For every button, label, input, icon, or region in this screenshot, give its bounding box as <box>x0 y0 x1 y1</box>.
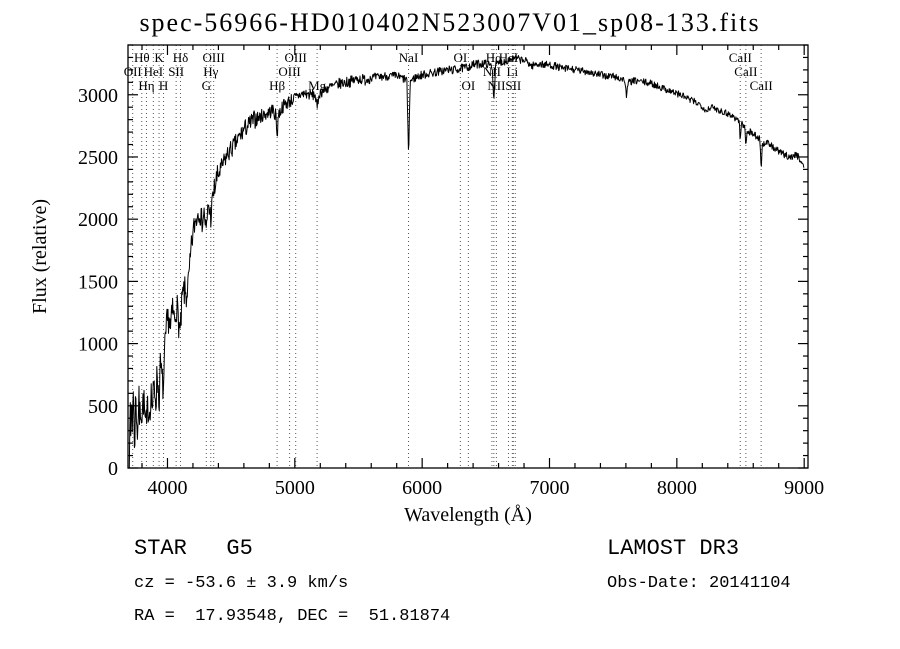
spectral-line-label: NII <box>487 78 505 93</box>
y-tick-label: 2500 <box>78 147 118 169</box>
x-tick-label: 6000 <box>402 477 442 499</box>
chart-title: spec-56966-HD010402N523007V01_sp08-133.f… <box>139 8 761 37</box>
spectral-line-label: SII <box>505 78 521 93</box>
spectral-line-label: SII <box>168 64 184 79</box>
spectral-line-label: OIII <box>278 64 300 79</box>
y-tick-label: 2000 <box>78 209 118 231</box>
y-tick-label: 3000 <box>78 85 118 107</box>
x-tick-label: 8000 <box>657 477 697 499</box>
x-axis-title: Wavelength (Å) <box>404 504 532 526</box>
spectral-line-label: OI <box>462 78 476 93</box>
spectral-line-label: HeI <box>144 64 164 79</box>
spectral-line-label: NII <box>483 64 501 79</box>
survey-release-label: LAMOST DR3 <box>607 536 740 561</box>
ra-dec-value: RA = 17.93548, DEC = 51.81874 <box>134 607 451 626</box>
y-tick-label: 500 <box>88 396 118 418</box>
y-tick-label: 1000 <box>78 334 118 356</box>
spectral-line-label: Hθ <box>134 50 150 65</box>
spectral-line-label: Hβ <box>269 78 285 93</box>
radial-velocity-value: cz = -53.6 ± 3.9 km/s <box>134 574 349 593</box>
spectral-line-label: Hη <box>138 78 154 93</box>
x-tick-label: 7000 <box>529 477 569 499</box>
plot-frame <box>127 44 809 469</box>
spectral-line-label: G <box>202 78 211 93</box>
spectral-line-label: CaII <box>729 50 752 65</box>
spectral-line-label: K <box>154 50 164 65</box>
spectral-line-markers <box>132 45 762 468</box>
axis-labels: 4000 5000 6000 7000 8000 9000 0 500 1000 1500 2000… <box>29 85 824 526</box>
spectral-line-label: HeI <box>499 50 519 65</box>
x-tick-label: 4000 <box>147 477 187 499</box>
y-tick-label: 0 <box>108 458 118 480</box>
spectral-line-label: OII <box>124 64 142 79</box>
y-axis-title: Flux (relative) <box>29 199 51 314</box>
spectral-line-label: Mg <box>308 78 327 93</box>
spectral-line-label: H <box>159 78 168 93</box>
axes-frame <box>127 44 809 469</box>
spectral-line-label: OI <box>454 50 468 65</box>
spectral-line-label: CaII <box>734 64 757 79</box>
spectrum-line <box>128 55 805 468</box>
spectrum-trace <box>128 55 805 468</box>
x-tick-label: 9000 <box>784 477 824 499</box>
spectral-line-label: Hγ <box>203 64 218 79</box>
spectral-line-label: OIII <box>203 50 225 65</box>
spectral-line-label: OIII <box>285 50 307 65</box>
spectral-line-label: Hα <box>486 50 502 65</box>
spectral-line-label: Li <box>507 64 519 79</box>
spectral-line-label: NaI <box>399 50 419 65</box>
obs-date-value: Obs-Date: 20141104 <box>607 574 791 593</box>
y-tick-label: 1500 <box>78 271 118 293</box>
spectral-line-label: Hδ <box>173 50 189 65</box>
spectral-line-label: CaII <box>750 78 773 93</box>
x-tick-label: 5000 <box>275 477 315 499</box>
classification-label: STAR G5 <box>134 536 253 561</box>
